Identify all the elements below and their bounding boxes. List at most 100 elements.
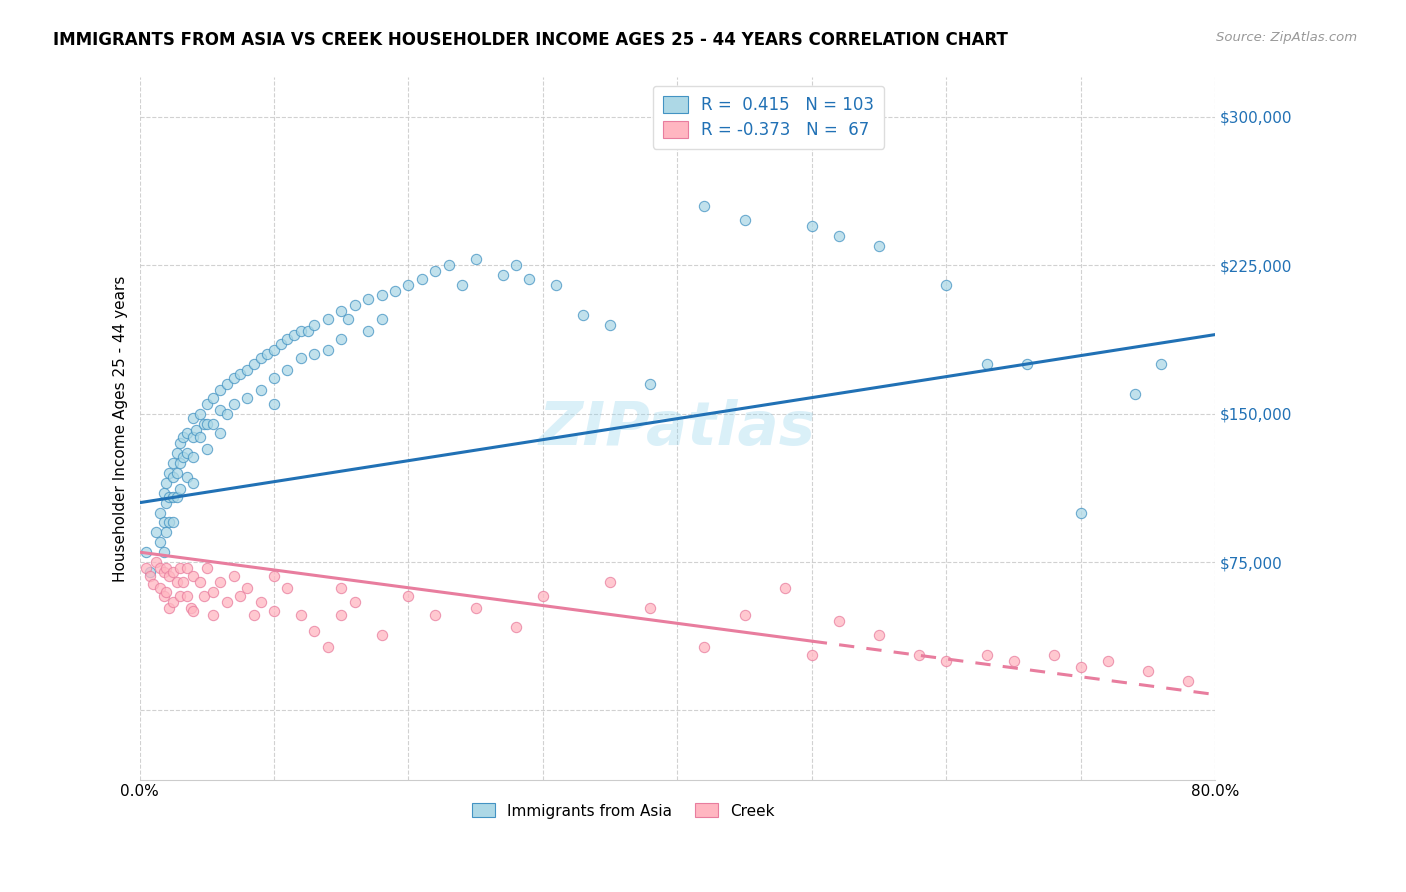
Point bbox=[357, 292, 380, 306]
Point bbox=[263, 371, 285, 385]
Point bbox=[215, 594, 238, 608]
Point bbox=[384, 284, 406, 298]
Point bbox=[370, 628, 392, 642]
Point bbox=[176, 589, 198, 603]
Point bbox=[976, 357, 998, 371]
Point bbox=[162, 490, 184, 504]
Point bbox=[162, 565, 184, 579]
Point bbox=[181, 410, 204, 425]
Point bbox=[145, 525, 167, 540]
Point bbox=[162, 516, 184, 530]
Point bbox=[868, 628, 890, 642]
Point bbox=[505, 620, 527, 634]
Point bbox=[304, 347, 326, 361]
Point bbox=[181, 475, 204, 490]
Point bbox=[599, 318, 621, 332]
Point bbox=[276, 332, 298, 346]
Point bbox=[162, 594, 184, 608]
Point bbox=[800, 648, 823, 662]
Point bbox=[215, 377, 238, 392]
Point bbox=[263, 605, 285, 619]
Point bbox=[202, 417, 225, 431]
Point bbox=[209, 402, 232, 417]
Point bbox=[290, 324, 312, 338]
Point bbox=[249, 383, 271, 397]
Point bbox=[176, 561, 198, 575]
Point bbox=[976, 648, 998, 662]
Point bbox=[343, 594, 366, 608]
Point bbox=[828, 228, 851, 243]
Point bbox=[155, 561, 177, 575]
Point bbox=[176, 426, 198, 441]
Point bbox=[181, 430, 204, 444]
Point bbox=[157, 569, 180, 583]
Point bbox=[176, 470, 198, 484]
Point bbox=[155, 584, 177, 599]
Point bbox=[935, 654, 957, 668]
Point bbox=[411, 272, 433, 286]
Point bbox=[270, 337, 292, 351]
Point bbox=[155, 496, 177, 510]
Point bbox=[398, 278, 420, 293]
Point bbox=[531, 589, 554, 603]
Text: IMMIGRANTS FROM ASIA VS CREEK HOUSEHOLDER INCOME AGES 25 - 44 YEARS CORRELATION : IMMIGRANTS FROM ASIA VS CREEK HOUSEHOLDE… bbox=[53, 31, 1008, 49]
Point bbox=[172, 574, 194, 589]
Point bbox=[276, 581, 298, 595]
Point bbox=[209, 426, 232, 441]
Point bbox=[370, 311, 392, 326]
Point bbox=[184, 423, 207, 437]
Point bbox=[169, 482, 191, 496]
Point bbox=[640, 600, 662, 615]
Point bbox=[437, 258, 460, 272]
Point bbox=[693, 199, 716, 213]
Point bbox=[773, 581, 796, 595]
Point bbox=[152, 565, 174, 579]
Point bbox=[157, 490, 180, 504]
Point bbox=[162, 456, 184, 470]
Point bbox=[236, 581, 259, 595]
Point bbox=[135, 545, 157, 559]
Point bbox=[800, 219, 823, 233]
Point bbox=[149, 506, 172, 520]
Point bbox=[316, 343, 339, 358]
Point bbox=[249, 594, 271, 608]
Point bbox=[181, 605, 204, 619]
Point bbox=[169, 589, 191, 603]
Point bbox=[155, 525, 177, 540]
Point bbox=[149, 535, 172, 549]
Point bbox=[188, 430, 211, 444]
Point bbox=[193, 589, 215, 603]
Point bbox=[290, 351, 312, 366]
Point bbox=[169, 436, 191, 450]
Point bbox=[828, 615, 851, 629]
Point bbox=[139, 565, 162, 579]
Point bbox=[180, 600, 202, 615]
Point bbox=[157, 600, 180, 615]
Point bbox=[330, 608, 353, 623]
Point bbox=[297, 324, 319, 338]
Point bbox=[193, 417, 215, 431]
Text: Source: ZipAtlas.com: Source: ZipAtlas.com bbox=[1216, 31, 1357, 45]
Point bbox=[290, 608, 312, 623]
Point bbox=[149, 561, 172, 575]
Point bbox=[169, 456, 191, 470]
Point bbox=[195, 417, 218, 431]
Point bbox=[202, 608, 225, 623]
Point bbox=[166, 446, 188, 460]
Point bbox=[249, 351, 271, 366]
Point bbox=[155, 475, 177, 490]
Point bbox=[229, 367, 252, 381]
Point bbox=[336, 311, 359, 326]
Point bbox=[599, 574, 621, 589]
Point bbox=[222, 371, 245, 385]
Point bbox=[157, 466, 180, 480]
Point bbox=[209, 383, 232, 397]
Legend: Immigrants from Asia, Creek: Immigrants from Asia, Creek bbox=[467, 797, 782, 824]
Point bbox=[202, 584, 225, 599]
Point bbox=[236, 363, 259, 377]
Point bbox=[1070, 506, 1092, 520]
Point bbox=[425, 264, 447, 278]
Point bbox=[139, 569, 162, 583]
Point bbox=[142, 576, 165, 591]
Point bbox=[519, 272, 541, 286]
